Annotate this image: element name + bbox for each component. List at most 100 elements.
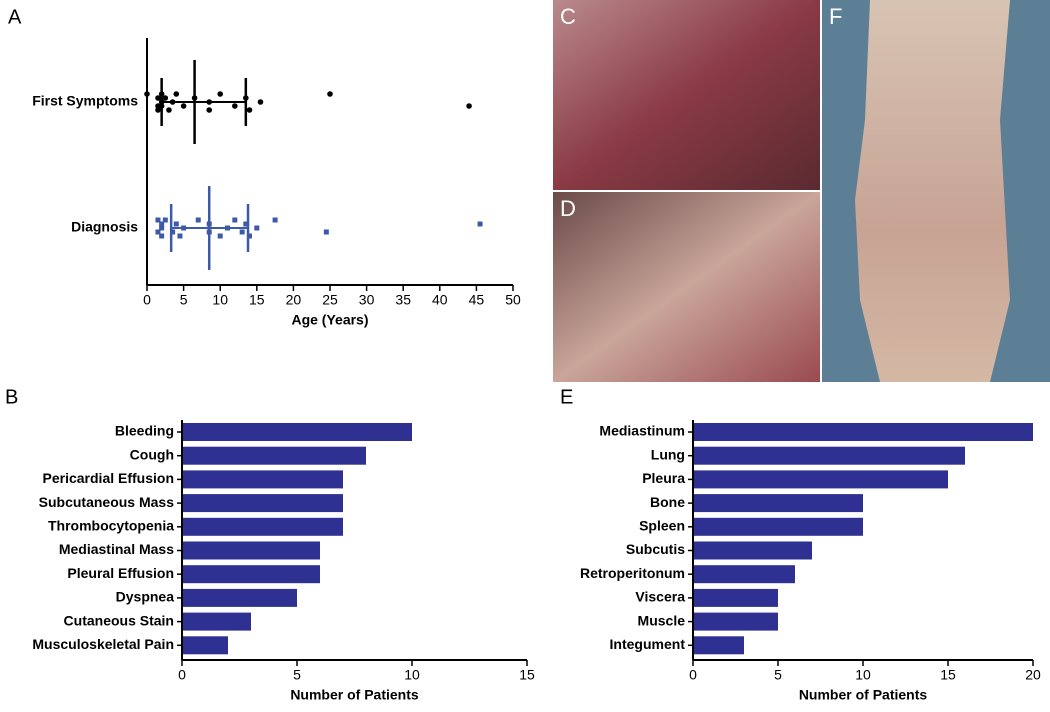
x-tick-label: 50 [505, 292, 521, 308]
category-label: Bleeding [115, 423, 174, 439]
category-label: Bone [650, 494, 685, 510]
bar [182, 541, 320, 560]
panel-label: E [560, 386, 573, 408]
point [159, 225, 165, 231]
point [327, 91, 333, 97]
point [217, 91, 223, 97]
bar [693, 517, 863, 536]
point [170, 229, 176, 235]
point [155, 95, 161, 101]
point [254, 225, 260, 231]
category-label: Muscle [638, 612, 686, 628]
category-label: Spleen [639, 518, 685, 534]
category-label: Dyspnea [116, 589, 175, 605]
x-tick-label: 15 [940, 667, 956, 683]
point [155, 229, 161, 235]
bar [693, 446, 965, 465]
point [232, 103, 238, 109]
x-tick-label: 30 [359, 292, 375, 308]
point [158, 91, 165, 97]
photo-f: F [822, 0, 1050, 382]
photo-c: C [553, 0, 820, 190]
bar [693, 494, 863, 513]
point [243, 221, 249, 227]
point [191, 95, 198, 101]
point [159, 233, 165, 239]
point [155, 107, 161, 113]
row-label: Diagnosis [71, 219, 138, 235]
point [239, 229, 245, 235]
x-tick-label: 5 [180, 292, 188, 308]
point [158, 99, 165, 105]
bar [182, 446, 366, 465]
point [246, 233, 252, 239]
point [206, 229, 212, 235]
point [155, 217, 161, 223]
point [195, 217, 201, 223]
bar [693, 541, 812, 560]
point [162, 95, 169, 101]
point [257, 99, 264, 105]
category-label: Pericardial Effusion [43, 470, 174, 486]
category-label: Cough [130, 446, 174, 462]
x-tick-label: 45 [469, 292, 485, 308]
point [272, 217, 278, 223]
x-tick-label: 35 [395, 292, 411, 308]
point [206, 99, 213, 105]
x-tick-label: 5 [774, 667, 782, 683]
bar [182, 517, 343, 536]
x-tick-label: 10 [404, 667, 420, 683]
x-tick-label: 0 [178, 667, 186, 683]
x-axis-label: Age (Years) [291, 312, 368, 328]
x-tick-label: 20 [1025, 667, 1041, 683]
point [323, 229, 329, 235]
point [162, 217, 168, 223]
x-tick-label: 5 [293, 667, 301, 683]
x-tick-label: 40 [432, 292, 448, 308]
bar [182, 565, 320, 584]
bar [182, 636, 228, 655]
point [169, 99, 176, 105]
category-label: Pleura [642, 470, 685, 486]
x-axis-label: Number of Patients [290, 687, 419, 703]
bar [182, 494, 343, 513]
point [206, 221, 212, 227]
photo-label: F [829, 4, 842, 29]
point [206, 107, 213, 113]
point [181, 225, 187, 231]
x-tick-label: 0 [143, 292, 151, 308]
point [173, 221, 179, 227]
photo-label: D [560, 196, 576, 221]
x-tick-label: 15 [519, 667, 535, 683]
bar [693, 588, 778, 607]
category-label: Lung [651, 446, 685, 462]
x-tick-label: 20 [286, 292, 302, 308]
x-tick-label: 10 [212, 292, 228, 308]
category-label: Subcutaneous Mass [39, 494, 175, 510]
panel-label: B [5, 386, 18, 408]
bar [182, 423, 412, 441]
point [466, 103, 472, 109]
bar [693, 636, 744, 655]
bar [182, 612, 251, 631]
category-label: Cutaneous Stain [64, 612, 174, 628]
x-tick-label: 25 [322, 292, 338, 308]
point [232, 217, 238, 223]
point [217, 233, 223, 239]
point [180, 103, 187, 109]
x-tick-label: 15 [249, 292, 265, 308]
point [225, 225, 231, 231]
point [477, 221, 483, 227]
photo-d: D [553, 192, 820, 382]
bar [693, 423, 1033, 441]
row-label: First Symptoms [32, 93, 138, 109]
point [144, 91, 150, 97]
category-label: Musculoskeletal Pain [32, 636, 174, 652]
category-label: Mediastinum [599, 423, 685, 439]
bar [693, 612, 778, 631]
category-label: Retroperitonum [580, 565, 685, 581]
bar [693, 470, 948, 489]
bar [182, 470, 343, 489]
photo-label: C [560, 4, 576, 29]
